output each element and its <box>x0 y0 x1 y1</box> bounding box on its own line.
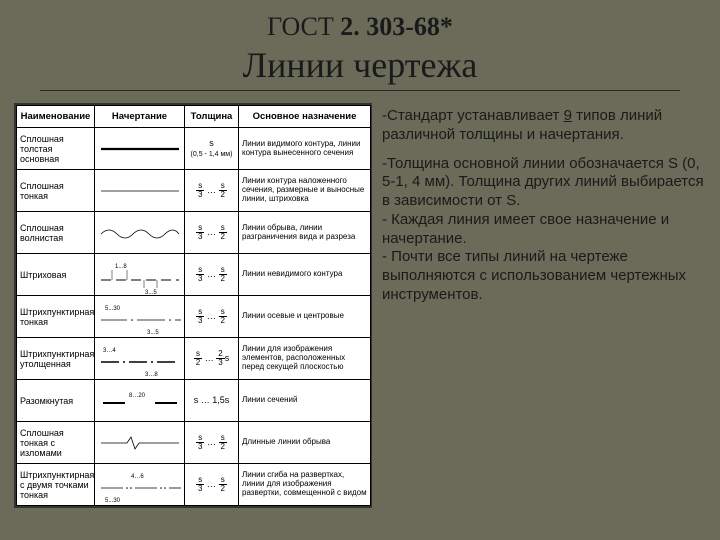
cell-draw: 5...30 3...5 <box>95 296 185 338</box>
lines-table-wrap: Наименование Начертание Толщина Основное… <box>14 103 372 508</box>
cell-draw <box>95 212 185 254</box>
svg-text:8…20: 8…20 <box>129 393 146 399</box>
th-thick: Толщина <box>185 106 239 128</box>
cell-name: Сплошная тонкая <box>17 170 95 212</box>
cell-thick: s2 … 23s <box>185 338 239 380</box>
content-row: Наименование Начертание Толщина Основное… <box>0 99 720 522</box>
cell-draw: 1...8 3...5 <box>95 254 185 296</box>
cell-purp: Линии видимого контура, линии контура вы… <box>239 128 371 170</box>
title-divider <box>40 90 680 91</box>
cell-name: Штрихпунктирная с двумя точками тонкая <box>17 464 95 506</box>
table-row: Сплошная волнистая s3 … s2 Линии обрыва,… <box>17 212 371 254</box>
table-row: Сплошная толстая основная s(0,5 - 1,4 мм… <box>17 128 371 170</box>
table-row: Сплошная тонкая s3 … s2 Линии контура на… <box>17 170 371 212</box>
p1-a: -Стандарт устанавливает <box>382 107 564 124</box>
table-row: Штриховая 1...8 3...5 s3 … s2 Линии <box>17 254 371 296</box>
svg-text:4…6: 4…6 <box>131 474 144 480</box>
svg-text:3…8: 3…8 <box>145 372 158 378</box>
svg-text:3...5: 3...5 <box>147 330 159 336</box>
svg-text:3...5: 3...5 <box>145 290 157 294</box>
table-row: Штрихпунктирная тонкая 5...30 3...5 s3 …… <box>17 296 371 338</box>
cell-purp: Линии обрыва, линии разграничения вида и… <box>239 212 371 254</box>
cell-purp: Линии для изображения элементов, располо… <box>239 338 371 380</box>
cell-thick: s3 … s2 <box>185 170 239 212</box>
cell-draw <box>95 170 185 212</box>
cell-name: Штриховая <box>17 254 95 296</box>
table-row: Штрихпунктирная утолщенная 3…4 3…8 s2 … … <box>17 338 371 380</box>
cell-name: Сплошная волнистая <box>17 212 95 254</box>
cell-draw: 3…4 3…8 <box>95 338 185 380</box>
title-line-2: Линии чертежа <box>0 44 720 86</box>
th-purp: Основное назначение <box>239 106 371 128</box>
title-pre: ГОСТ <box>267 12 340 41</box>
cell-thick: s3 … s2 <box>185 422 239 464</box>
cell-thick: s … 1,5s <box>185 380 239 422</box>
th-draw: Начертание <box>95 106 185 128</box>
table-header-row: Наименование Начертание Толщина Основное… <box>17 106 371 128</box>
th-name: Наименование <box>17 106 95 128</box>
cell-name: Штрихпунктирная утолщенная <box>17 338 95 380</box>
cell-draw <box>95 422 185 464</box>
title-line-1: ГОСТ 2. 303-68* <box>0 12 720 42</box>
cell-name: Разомкнутая <box>17 380 95 422</box>
lines-table: Наименование Начертание Толщина Основное… <box>16 105 371 506</box>
cell-thick: s3 … s2 <box>185 254 239 296</box>
side-text: -Стандарт устанавливает 9 типов линий ра… <box>382 103 706 508</box>
svg-text:5...30: 5...30 <box>105 498 121 504</box>
cell-name: Штрихпунктирная тонкая <box>17 296 95 338</box>
side-p1: -Стандарт устанавливает 9 типов линий ра… <box>382 107 706 145</box>
svg-text:5...30: 5...30 <box>105 306 121 312</box>
cell-draw: 4…6 5...30 <box>95 464 185 506</box>
cell-purp: Линии сгиба на развертках, линии для изо… <box>239 464 371 506</box>
cell-purp: Линии невидимого контура <box>239 254 371 296</box>
cell-name: Сплошная толстая основная <box>17 128 95 170</box>
cell-purp: Линии осевые и центровые <box>239 296 371 338</box>
cell-draw <box>95 128 185 170</box>
cell-draw: 8…20 <box>95 380 185 422</box>
cell-thick: s3 … s2 <box>185 464 239 506</box>
cell-purp: Длинные линии обрыва <box>239 422 371 464</box>
cell-name: Сплошная тонкая с изломами <box>17 422 95 464</box>
title-bold: 2. 303-68* <box>340 12 453 41</box>
table-row: Сплошная тонкая с изломами s3 … s2 Длинн… <box>17 422 371 464</box>
svg-text:3…4: 3…4 <box>103 348 116 354</box>
cell-purp: Линии контура наложенного сечения, разме… <box>239 170 371 212</box>
slide-header: ГОСТ 2. 303-68* Линии чертежа <box>0 0 720 99</box>
cell-thick: s(0,5 - 1,4 мм) <box>185 128 239 170</box>
p1-underline: 9 <box>564 107 572 124</box>
side-p2: -Толщина основной линии обозначается S (… <box>382 155 706 305</box>
cell-thick: s3 … s2 <box>185 212 239 254</box>
svg-text:1...8: 1...8 <box>115 264 127 270</box>
cell-thick: s3 … s2 <box>185 296 239 338</box>
cell-purp: Линии сечений <box>239 380 371 422</box>
table-row: Штрихпунктирная с двумя точками тонкая 4… <box>17 464 371 506</box>
table-row: Разомкнутая 8…20 s … 1,5s Линии сечений <box>17 380 371 422</box>
